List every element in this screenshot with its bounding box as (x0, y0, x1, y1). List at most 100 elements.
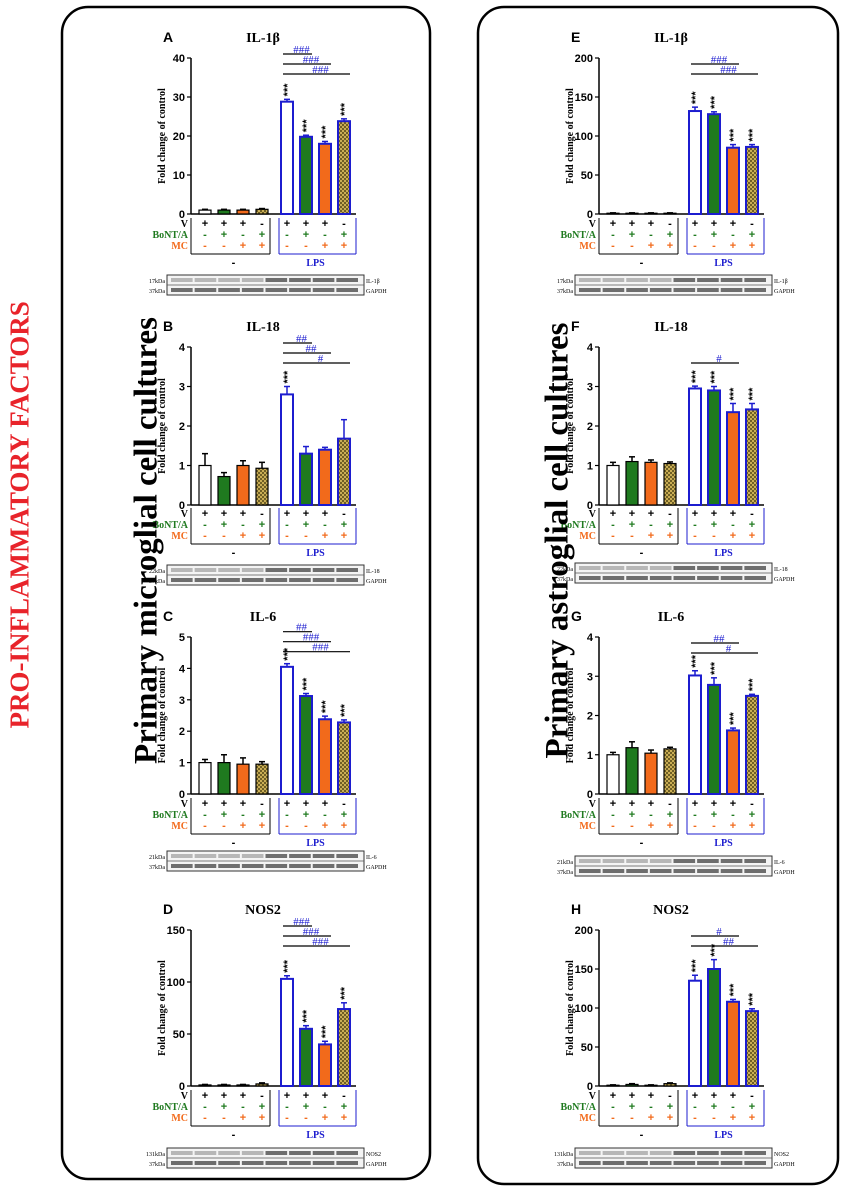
bar (726, 411, 740, 506)
blot-band (697, 278, 719, 282)
panel-title-B: IL-18 (246, 320, 279, 335)
legend-mc-sign: + (749, 240, 755, 252)
blot-band (673, 288, 696, 292)
group-label-control: - (232, 1129, 236, 1141)
legend-bont-sign: + (711, 519, 717, 531)
blot-band (312, 864, 335, 868)
blot-band (602, 869, 625, 873)
blot-band (289, 578, 311, 582)
blot-name-target: NOS2 (774, 1152, 789, 1158)
legend-v-label: V (181, 219, 189, 230)
bar (217, 761, 231, 795)
blot-band (720, 859, 743, 863)
y-tick-label: 2 (179, 421, 185, 433)
y-tick-label: 0 (587, 1081, 593, 1093)
legend-v-sign: + (648, 218, 654, 230)
legend-mc-sign: + (322, 240, 328, 252)
comparison-label: ## (296, 333, 308, 345)
panel-title-H: NOS2 (653, 903, 689, 918)
blot-band (649, 869, 672, 873)
bar (280, 977, 294, 1088)
y-axis-label: Fold change of control (157, 667, 168, 763)
blot-band (649, 1151, 672, 1155)
blot-band (265, 288, 288, 292)
blot-band (218, 854, 240, 858)
blot-band (289, 864, 311, 868)
significance-stars: *** (728, 711, 740, 725)
blot-kda-target: 21kDa (557, 860, 573, 866)
bar (625, 747, 639, 795)
y-axis-label: Fold change of control (157, 378, 168, 474)
legend-v-sign: + (730, 218, 736, 230)
legend-mc-sign: + (667, 240, 673, 252)
legend-mc-sign: - (304, 1112, 308, 1124)
legend-bont-label: BoNT/A (152, 230, 188, 241)
blot-band (194, 854, 217, 858)
significance-stars: *** (747, 992, 759, 1006)
legend-mc-sign: - (222, 1112, 226, 1124)
legend-mc-sign: - (712, 240, 716, 252)
bar (707, 968, 721, 1087)
legend-v-sign: - (750, 798, 754, 810)
blot-band (602, 1151, 625, 1155)
legend-bont-sign: + (221, 229, 227, 241)
blot-band (649, 288, 672, 292)
bar (198, 209, 212, 215)
blot-band (744, 859, 766, 863)
legend-bont-sign: + (629, 229, 635, 241)
blot-kda-gapdh: 37kDa (149, 289, 165, 295)
legend-bont-sign: - (649, 519, 653, 531)
blot-band (626, 869, 648, 873)
blot-band (312, 278, 335, 282)
bar (318, 142, 332, 215)
group-label-control: - (232, 257, 236, 269)
y-tick-label: 100 (575, 131, 593, 143)
y-tick-label: 2 (587, 421, 593, 433)
legend-bont-sign: - (203, 809, 207, 821)
blot-band (579, 1161, 601, 1165)
bar (625, 460, 639, 506)
legend-mc-sign: + (648, 240, 654, 252)
legend-v-sign: + (303, 508, 309, 520)
bar (726, 729, 740, 795)
legend-v-sign: + (284, 508, 290, 520)
blot-kda-target: 17kDa (149, 279, 165, 285)
blot-band (602, 288, 625, 292)
bar (255, 1083, 269, 1087)
y-tick-label: 3 (587, 382, 593, 394)
panel-title-A: IL-1β (246, 31, 280, 46)
legend-bont-sign: + (711, 229, 717, 241)
legend-mc-sign: + (730, 820, 736, 832)
legend-bont-sign: + (629, 809, 635, 821)
comparison-label: ### (303, 926, 320, 938)
legend-v-sign: - (668, 798, 672, 810)
legend-v-sign: - (342, 1090, 346, 1102)
y-tick-label: 2 (587, 711, 593, 723)
group-label-control: - (640, 1129, 644, 1141)
comparison-label: # (716, 353, 722, 365)
y-tick-label: 2 (179, 726, 185, 738)
legend-mc-sign: - (693, 820, 697, 832)
legend-bont-sign: - (241, 519, 245, 531)
y-tick-label: 0 (587, 500, 593, 512)
blot-kda-target: 22kDa (149, 569, 165, 575)
blot-kda-gapdh: 37kDa (149, 865, 165, 871)
legend-bont-sign: + (303, 1101, 309, 1113)
legend-v-sign: + (711, 508, 717, 520)
legend-bont-sign: + (749, 229, 755, 241)
blot-band (289, 278, 311, 282)
legend-bont-sign: - (611, 229, 615, 241)
blot-band (241, 288, 264, 292)
legend-bont-sign: + (303, 229, 309, 241)
legend-mc-sign: + (749, 1112, 755, 1124)
y-tick-label: 0 (587, 209, 593, 221)
blot-name-gapdh: GAPDH (774, 289, 795, 295)
legend-v-sign: + (284, 1090, 290, 1102)
blot-name-target: IL-6 (774, 860, 785, 866)
comparison-label: ### (312, 64, 329, 76)
bar (198, 464, 212, 506)
comparison-label: # (318, 353, 324, 365)
legend-v-sign: + (610, 1090, 616, 1102)
legend-v-label: V (589, 509, 597, 520)
blot-band (697, 288, 719, 292)
